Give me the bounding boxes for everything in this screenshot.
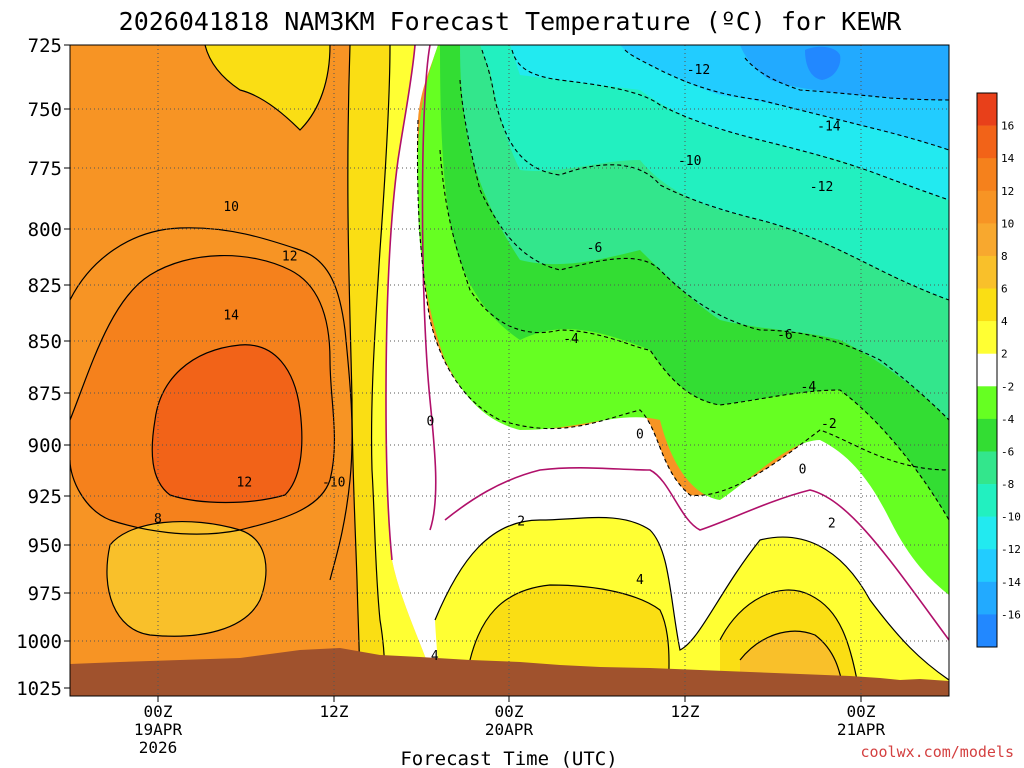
contour-label: 0 [426,415,434,430]
colorbar-swatch [977,190,997,224]
chart-title: 2026041818 NAM3KM Forecast Temperature (… [119,7,903,36]
contour-label: 12 [237,475,253,490]
colorbar-swatch [977,614,997,648]
y-tick-label: 800 [28,219,62,241]
contour-label: 2 [517,514,525,529]
y-tick-label: 900 [28,435,62,457]
contour-label: 12 [282,250,298,265]
contour-labels-layer: 10 12 14 12 8 -10 0 4 2 0 4 0 2 -2 -4 -4 -6 -6 -10 -12 -12 -1… [154,63,841,664]
contour-label: -10 [678,154,701,169]
contour-label: -12 [810,180,833,195]
plot-area [70,45,949,696]
x-tick-label: 12Z [320,702,349,721]
colorbar-label: -14 [1001,576,1021,589]
x-tick-label: 00Z [495,702,524,721]
colorbar-label: -6 [1001,445,1014,458]
contour-label: 10 [223,200,239,215]
contour-label: -14 [817,119,841,134]
contour-label: 14 [223,308,239,323]
band-4-left [347,45,390,696]
colorbar-label: -10 [1001,511,1021,524]
colorbar-label: 6 [1001,283,1008,296]
colorbar-swatch [977,418,997,452]
band-2 [371,45,440,696]
y-tick-label: 950 [28,535,62,557]
colorbar-swatch [977,516,997,550]
band-14 [152,344,302,503]
colorbar-swatch [977,581,997,615]
colorbar-frame [976,92,998,648]
band-neg16 [805,46,841,80]
colorbar-label: -12 [1001,543,1021,556]
colorbar-label: -16 [1001,608,1021,621]
colorbar-label: -8 [1001,478,1014,491]
x-axis-title: Forecast Time (UTC) [400,748,617,768]
colorbar-label: 12 [1001,185,1014,198]
y-tick-label: 975 [28,583,62,605]
colorbar-label: -4 [1001,413,1015,426]
x-tick-label: 12Z [671,702,700,721]
colorbar-label: 14 [1001,152,1015,165]
contour-label: 2 [828,517,836,532]
contour-label: -12 [687,63,710,78]
colorbar-label: 4 [1001,315,1008,328]
contour-label: 0 [799,462,807,477]
dashed-contours [416,49,949,521]
colorbar-swatch [977,93,997,126]
zero-contours [385,45,949,641]
contour-label: -10 [322,475,345,490]
band-8 [106,521,266,637]
y-tick-label: 925 [28,486,62,508]
contour-label: -4 [563,332,579,347]
colorbar: 16 14 12 10 8 6 4 2 -2 -4 -6 -8 -10 -12 -14 -16 [976,92,1021,648]
x-axis: 00Z 19APR 2026 12Z 00Z 20APR 12Z 00Z 21A… [134,696,886,768]
contour-label: -4 [801,380,817,395]
colorbar-swatch [977,255,997,289]
contour-label: 0 [636,428,644,443]
colorbar-label: 8 [1001,250,1008,263]
colorbar-swatch [977,288,997,322]
x-tick-label: 19APR [134,720,183,739]
colorbar-label: 2 [1001,348,1008,361]
y-axis: 725 750 775 800 825 850 875 900 925 950 … [16,35,70,700]
colorbar-swatch [977,125,997,159]
colorbar-swatch [977,451,997,485]
y-tick-label: 825 [28,275,62,297]
colorbar-label: 10 [1001,217,1014,230]
colorbar-label: 16 [1001,120,1014,133]
colorbar-swatch [977,386,997,420]
contour-label: 4 [636,573,644,588]
y-tick-label: 1025 [16,678,62,700]
x-tick-label: 00Z [144,702,173,721]
y-tick-label: 850 [28,331,62,353]
y-tick-label: 750 [28,99,62,121]
colorbar-swatch [977,321,997,355]
colorbar-swatch [977,549,997,583]
credit-text: coolwx.com/models [860,743,1014,761]
x-tick-label: 20APR [485,720,534,739]
solid-contours [70,45,949,696]
colorbar-swatch [977,484,997,517]
contour-label: -6 [587,241,603,256]
contour-label: -2 [821,417,837,432]
x-tick-label: 00Z [847,702,876,721]
x-tick-label: 2026 [139,738,178,757]
y-tick-label: 1000 [16,631,62,653]
x-tick-label: 21APR [837,720,886,739]
y-tick-label: 875 [28,383,62,405]
y-tick-label: 725 [28,35,62,57]
y-tick-label: 775 [28,158,62,180]
band-neg14 [740,45,949,100]
colorbar-label: -2 [1001,380,1014,393]
contour-label: 4 [431,649,439,664]
colorbar-swatch [977,223,997,257]
ground-terrain [70,648,949,696]
contour-label: 8 [154,512,162,527]
colorbar-swatch [977,353,997,387]
colorbar-swatch [977,158,997,192]
contour-label: -6 [777,328,793,343]
